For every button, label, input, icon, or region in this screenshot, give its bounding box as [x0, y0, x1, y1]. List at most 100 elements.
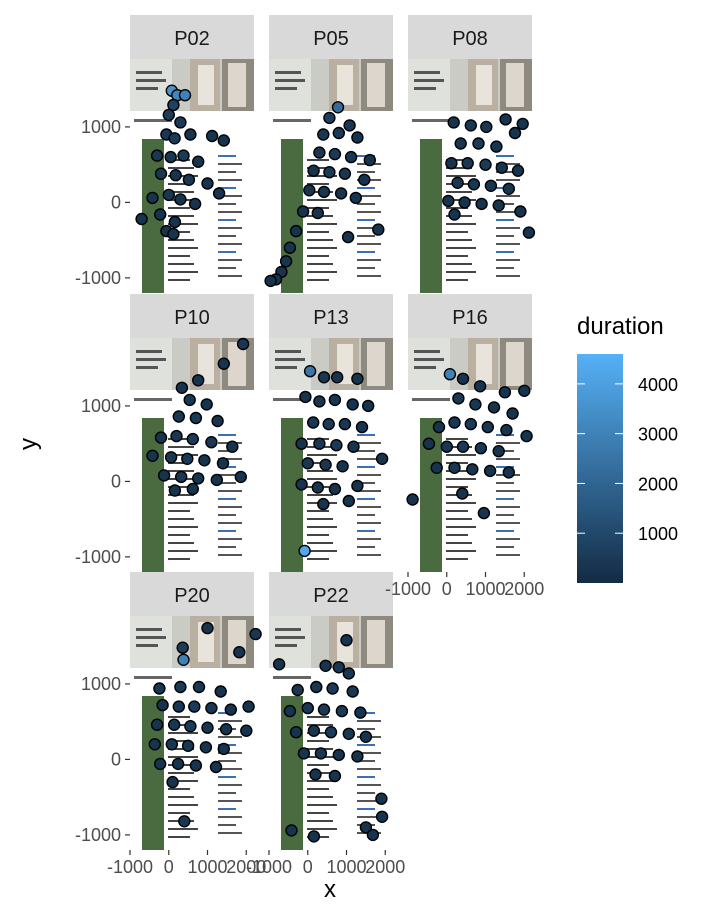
- y-tick-label: 0: [111, 749, 121, 769]
- point: [168, 132, 181, 145]
- point: [466, 463, 479, 476]
- point: [342, 667, 355, 680]
- y-axis: -1000 0 1000: [75, 674, 130, 845]
- point: [200, 398, 213, 411]
- point: [473, 380, 487, 393]
- point: [135, 212, 148, 226]
- x-tick-label: 1000: [465, 579, 505, 599]
- point: [240, 724, 253, 737]
- point: [313, 395, 326, 408]
- point: [205, 436, 218, 449]
- point: [146, 191, 159, 205]
- x-axis-title: x: [324, 876, 336, 903]
- facet-P20: P20: [130, 572, 262, 850]
- point: [448, 416, 461, 429]
- facet-P16: P16: [406, 294, 533, 572]
- point: [198, 454, 211, 467]
- point: [328, 482, 342, 496]
- point: [154, 431, 168, 444]
- point: [183, 393, 196, 407]
- point: [358, 173, 371, 187]
- facet-strip-label: P10: [174, 307, 210, 329]
- point: [495, 161, 508, 174]
- point: [328, 769, 342, 783]
- point: [331, 101, 345, 114]
- point: [326, 682, 339, 695]
- x-tick-label: 2000: [226, 857, 266, 877]
- point: [283, 241, 297, 254]
- facet-points: [146, 337, 250, 497]
- point: [298, 544, 311, 558]
- facet-strip: [408, 294, 532, 338]
- point: [344, 150, 358, 164]
- point: [313, 437, 326, 450]
- facet-strip: [269, 15, 393, 59]
- y-tick-label: 1000: [81, 674, 121, 694]
- x-tick-label: -1000: [107, 857, 153, 877]
- point: [328, 147, 342, 161]
- point: [177, 653, 190, 666]
- y-tick-label: -1000: [75, 825, 121, 845]
- point: [303, 365, 317, 378]
- point: [481, 420, 494, 434]
- point: [311, 206, 324, 220]
- point: [445, 156, 458, 170]
- point: [328, 393, 342, 407]
- point: [224, 703, 238, 716]
- point: [167, 718, 181, 731]
- point: [332, 748, 345, 762]
- y-tick-label: 0: [111, 192, 121, 212]
- y-axis-title: y: [15, 438, 42, 450]
- point: [169, 168, 182, 182]
- legend-title: duration: [577, 313, 664, 340]
- y-axis: -1000 0 1000: [75, 396, 130, 567]
- facet-points: [264, 101, 385, 288]
- x-tick-label: 2000: [504, 579, 544, 599]
- point: [317, 371, 331, 384]
- facet-points: [442, 113, 536, 239]
- legend-tick-label: 2000: [638, 474, 678, 494]
- point: [188, 197, 202, 211]
- point: [311, 481, 324, 494]
- point: [297, 747, 311, 760]
- point: [178, 88, 192, 102]
- point: [264, 274, 277, 288]
- point: [355, 420, 369, 434]
- point: [498, 386, 512, 399]
- point: [289, 224, 303, 238]
- facet-points: [135, 84, 231, 241]
- point: [324, 726, 338, 739]
- webpage-background-image: [408, 338, 532, 572]
- point: [153, 208, 167, 221]
- point: [301, 457, 314, 470]
- point: [500, 423, 513, 437]
- point: [502, 182, 515, 196]
- y-tick-label: 0: [111, 471, 121, 491]
- facet-P10: P10: [130, 294, 254, 572]
- point: [472, 137, 485, 150]
- x-tick-label: 2000: [365, 857, 405, 877]
- facet-P05: P05: [264, 15, 393, 293]
- point: [165, 738, 179, 751]
- facet-strip-label: P08: [452, 28, 488, 50]
- y-axis: -1000 0 1000: [75, 117, 130, 288]
- point: [182, 173, 196, 187]
- point: [332, 661, 345, 674]
- point: [174, 193, 187, 206]
- point: [242, 700, 255, 713]
- point: [456, 372, 470, 385]
- point: [184, 128, 197, 141]
- point: [375, 452, 389, 465]
- point: [359, 821, 373, 834]
- point: [199, 741, 213, 754]
- point: [484, 179, 498, 193]
- point: [191, 472, 205, 485]
- point: [443, 368, 457, 381]
- point: [319, 458, 332, 471]
- point: [307, 416, 320, 429]
- point: [351, 131, 364, 144]
- point: [283, 704, 297, 718]
- point: [317, 128, 330, 141]
- point: [461, 156, 474, 170]
